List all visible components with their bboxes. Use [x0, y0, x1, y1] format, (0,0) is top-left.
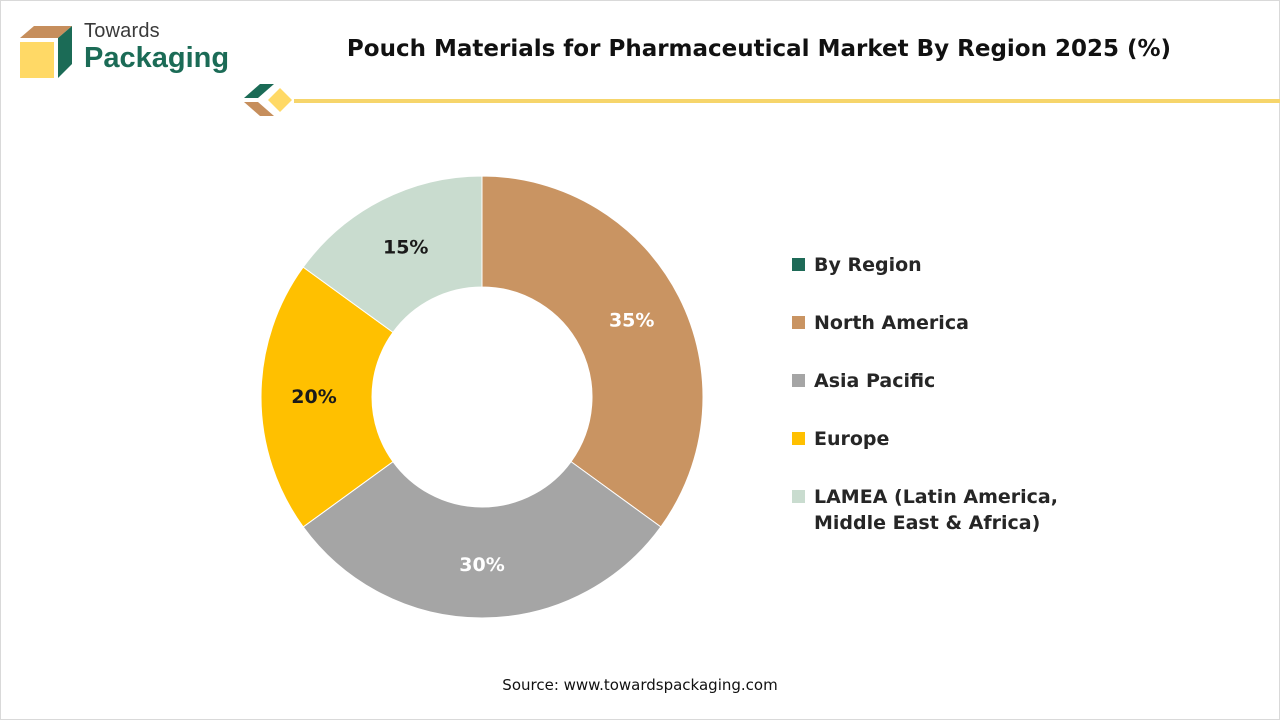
donut-slice	[302, 460, 662, 619]
legend-swatch	[792, 490, 805, 503]
legend-swatch	[792, 316, 805, 329]
logo-text-towards: Towards	[84, 20, 160, 42]
legend-item: North America	[792, 310, 1092, 336]
chart-title: Pouch Materials for Pharmaceutical Marke…	[346, 36, 1172, 62]
donut-slice	[302, 175, 483, 334]
legend-label: Europe	[814, 428, 890, 450]
legend-item: Europe	[792, 426, 1092, 452]
slice-data-label: 15%	[383, 236, 428, 258]
donut-chart: 35% 30% 20% 15%	[260, 175, 704, 619]
donut-slice	[260, 266, 394, 528]
legend-label: Asia Pacific	[814, 370, 936, 392]
source-note: Source: www.towardspackaging.com	[502, 676, 778, 694]
towards-packaging-logo: Towards Packaging	[18, 18, 258, 82]
donut-slice	[481, 175, 704, 528]
legend-item: By Region	[792, 252, 1092, 278]
slice-data-label: 20%	[291, 386, 336, 408]
slice-data-label: 35%	[609, 310, 654, 332]
legend-swatch	[792, 258, 805, 271]
legend-label: LAMEA (Latin America, Middle East & Afri…	[814, 486, 1058, 534]
divider-chevron-icon	[244, 102, 274, 116]
chart-legend: By Region North America Asia Pacific Eur…	[792, 252, 1092, 536]
legend-item: LAMEA (Latin America, Middle East & Afri…	[792, 484, 1092, 536]
divider-line	[294, 99, 1280, 103]
legend-swatch	[792, 432, 805, 445]
legend-label: By Region	[814, 254, 922, 276]
legend-item: Asia Pacific	[792, 368, 1092, 394]
box-logo-icon	[20, 26, 72, 78]
title-divider	[244, 84, 1280, 116]
logo-text-packaging: Packaging	[84, 42, 230, 74]
divider-chevron-icon	[244, 84, 274, 98]
divider-diamond-icon	[268, 88, 292, 112]
legend-label: North America	[814, 312, 969, 334]
legend-swatch	[792, 374, 805, 387]
slice-data-label: 30%	[459, 554, 504, 576]
